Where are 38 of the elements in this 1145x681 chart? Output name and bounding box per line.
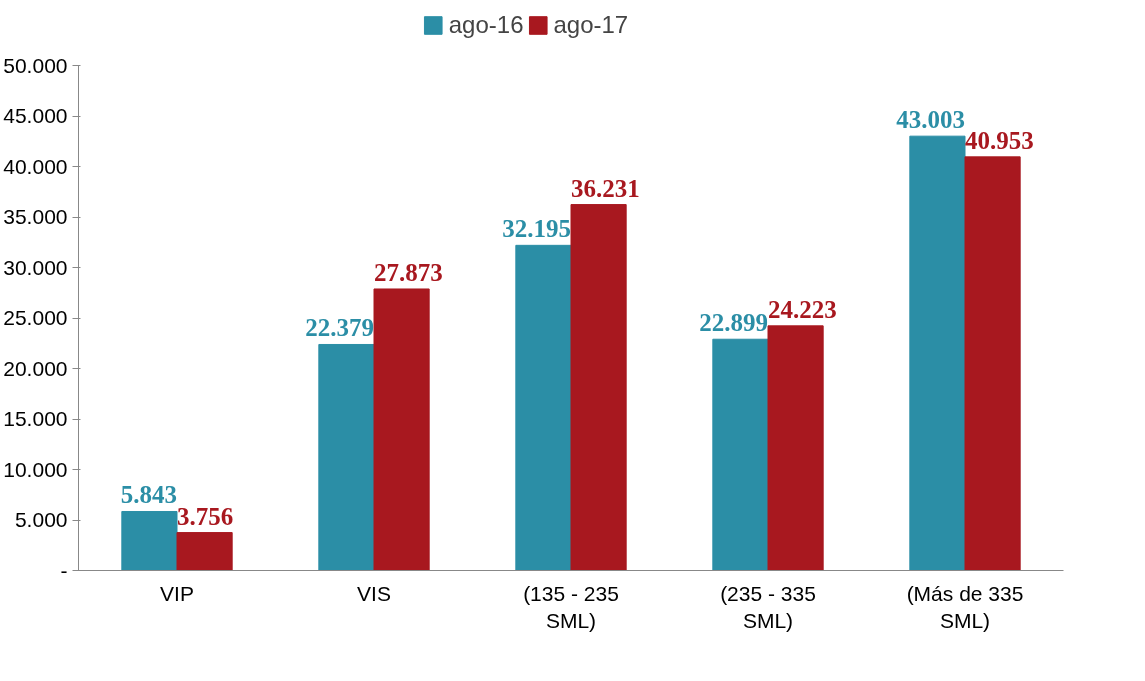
y-tick-label: 30.000 [3, 255, 68, 279]
bar [570, 204, 627, 571]
bar [318, 343, 375, 571]
bar [515, 244, 572, 571]
y-tick-label: 20.000 [3, 356, 68, 380]
y-tick-label: 35.000 [3, 205, 68, 228]
y-tick-label: 15.000 [3, 407, 68, 430]
legend-label: ago-16 [448, 11, 524, 39]
bar [121, 510, 178, 571]
x-tick-label: (Más de 335 SML) [906, 581, 1024, 633]
x-tick-label: VIS [357, 581, 391, 605]
bar [712, 338, 769, 571]
data-label: 3.756 [177, 502, 234, 530]
legend-label: ago-17 [553, 11, 629, 39]
bar [373, 288, 430, 571]
data-label: 5.843 [120, 481, 177, 509]
y-tick-label: - [60, 558, 68, 582]
y-tick-label: 40.000 [3, 154, 68, 178]
y-tick-label: 25.000 [3, 306, 68, 329]
y-tick-label: 5.000 [14, 508, 68, 531]
bar [176, 532, 233, 571]
y-tick-label: 45.000 [3, 104, 68, 127]
x-tick-label: VIP [160, 581, 194, 605]
data-label: 43.003 [896, 106, 965, 134]
data-label: 24.223 [768, 295, 837, 323]
bar [964, 156, 1021, 571]
data-label: 22.379 [305, 314, 374, 342]
bar [909, 135, 966, 571]
x-tick-label: (135 - 235 SML) [523, 581, 619, 633]
data-label: 27.873 [374, 258, 443, 286]
data-label: 32.195 [502, 215, 571, 243]
data-label: 22.899 [699, 309, 768, 337]
y-tick-label: 10.000 [3, 457, 68, 481]
data-label: 36.231 [571, 174, 640, 202]
bar [767, 325, 824, 571]
y-tick-label: 50.000 [3, 53, 68, 77]
data-label: 40.953 [965, 126, 1034, 154]
x-tick-label: (235 - 335 SML) [720, 581, 816, 633]
